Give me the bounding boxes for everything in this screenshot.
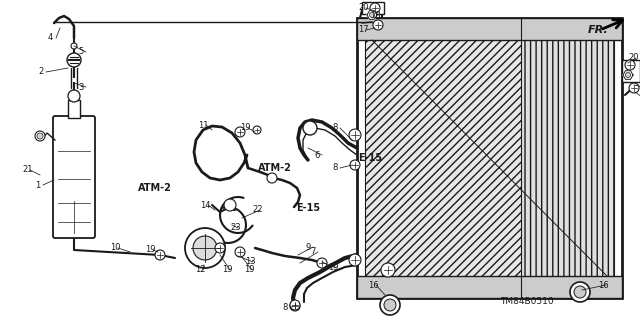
Bar xyxy=(357,276,622,298)
Text: 18: 18 xyxy=(370,11,381,19)
Circle shape xyxy=(349,129,361,141)
Text: 10: 10 xyxy=(110,243,120,253)
Circle shape xyxy=(215,243,225,253)
Circle shape xyxy=(574,286,586,298)
Circle shape xyxy=(384,299,396,311)
Circle shape xyxy=(369,12,374,18)
Text: 19: 19 xyxy=(240,123,250,132)
Text: E-15: E-15 xyxy=(358,153,382,163)
Circle shape xyxy=(373,20,383,30)
Bar xyxy=(357,18,622,40)
Text: 16: 16 xyxy=(368,280,379,290)
Text: 12: 12 xyxy=(195,265,205,275)
Text: 8: 8 xyxy=(332,123,337,132)
Polygon shape xyxy=(623,71,633,79)
Circle shape xyxy=(224,199,236,211)
Text: 15: 15 xyxy=(638,95,640,105)
Circle shape xyxy=(349,254,361,266)
Text: 1: 1 xyxy=(35,181,40,189)
Bar xyxy=(622,60,640,82)
Text: 17: 17 xyxy=(358,26,369,34)
Circle shape xyxy=(67,53,81,67)
Text: 11: 11 xyxy=(198,121,209,130)
Circle shape xyxy=(290,301,300,311)
Circle shape xyxy=(629,83,639,93)
Circle shape xyxy=(155,250,165,260)
Bar xyxy=(357,18,622,298)
Polygon shape xyxy=(367,11,377,19)
Text: 23: 23 xyxy=(230,224,241,233)
Circle shape xyxy=(381,263,395,277)
Bar xyxy=(521,26,614,290)
Text: 3: 3 xyxy=(78,83,83,92)
Circle shape xyxy=(317,258,327,268)
Bar xyxy=(68,100,80,118)
Text: 19: 19 xyxy=(145,246,156,255)
Bar xyxy=(362,2,384,14)
Text: E-15: E-15 xyxy=(296,203,320,213)
Text: TM84B0510: TM84B0510 xyxy=(500,298,554,307)
Circle shape xyxy=(350,160,360,170)
FancyBboxPatch shape xyxy=(53,116,95,238)
Circle shape xyxy=(625,60,635,70)
Text: FR.: FR. xyxy=(588,25,609,35)
Circle shape xyxy=(290,300,300,310)
Circle shape xyxy=(380,295,400,315)
Text: 4: 4 xyxy=(48,33,53,42)
Text: ATM-2: ATM-2 xyxy=(138,183,172,193)
Text: 22: 22 xyxy=(252,205,262,214)
Text: 9: 9 xyxy=(305,242,310,251)
Text: 19: 19 xyxy=(244,265,255,275)
Bar xyxy=(365,26,521,290)
Text: 19: 19 xyxy=(328,263,339,272)
Text: 6: 6 xyxy=(314,151,319,160)
Text: 19: 19 xyxy=(222,265,232,275)
Text: 8: 8 xyxy=(282,303,287,313)
Circle shape xyxy=(625,72,630,78)
Circle shape xyxy=(370,3,380,13)
Text: 2: 2 xyxy=(38,68,44,77)
Circle shape xyxy=(68,90,80,102)
Text: 8: 8 xyxy=(332,164,337,173)
Circle shape xyxy=(570,282,590,302)
Circle shape xyxy=(37,133,43,139)
Circle shape xyxy=(193,236,217,260)
Circle shape xyxy=(35,131,45,141)
Bar xyxy=(365,26,614,290)
Text: 16: 16 xyxy=(598,280,609,290)
Text: 20: 20 xyxy=(358,4,369,12)
Circle shape xyxy=(71,43,77,49)
Circle shape xyxy=(185,228,225,268)
Circle shape xyxy=(253,126,261,134)
Text: 20: 20 xyxy=(628,54,639,63)
Text: ATM-2: ATM-2 xyxy=(258,163,292,173)
Text: 14: 14 xyxy=(200,201,211,210)
Circle shape xyxy=(303,121,317,135)
Text: 13: 13 xyxy=(245,257,255,266)
Text: 7: 7 xyxy=(310,248,316,256)
Circle shape xyxy=(267,173,277,183)
Text: 21: 21 xyxy=(22,166,33,174)
Text: 5: 5 xyxy=(78,48,83,56)
Circle shape xyxy=(235,247,245,257)
Circle shape xyxy=(235,127,245,137)
